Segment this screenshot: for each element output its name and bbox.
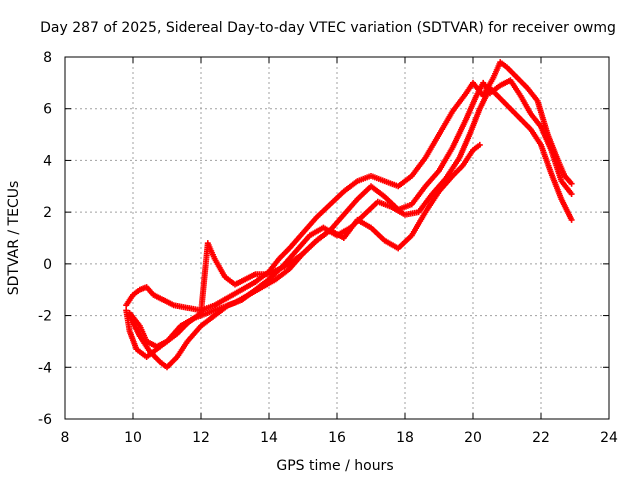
- y-tick-label: 4: [43, 153, 52, 169]
- y-axis-label: SDTVAR / TECUs: [6, 181, 22, 296]
- y-tick-label: 6: [43, 102, 52, 118]
- y-tick-label: -2: [38, 309, 52, 325]
- y-tick-label: -4: [38, 360, 52, 376]
- x-tick-label: 12: [192, 430, 210, 446]
- data-series: [123, 59, 575, 371]
- x-tick-label: 24: [600, 430, 618, 446]
- x-tick-label: 16: [328, 430, 346, 446]
- series-1: [123, 59, 575, 314]
- y-tick-label: 2: [43, 205, 52, 221]
- x-tick-label: 20: [464, 430, 482, 446]
- series-2: [123, 77, 575, 360]
- data-point: [476, 141, 483, 148]
- y-tick-label: 0: [43, 257, 52, 273]
- x-tick-label: 18: [396, 430, 414, 446]
- data-point: [568, 191, 575, 198]
- y-tick-label: -6: [38, 412, 52, 428]
- x-tick-label: 14: [260, 430, 278, 446]
- x-tick-label: 10: [124, 430, 142, 446]
- series-4: [126, 141, 483, 350]
- x-axis-label: GPS time / hours: [276, 458, 393, 474]
- y-tick-label: 8: [43, 50, 52, 66]
- data-point: [568, 180, 575, 187]
- x-tick-label: 8: [61, 430, 70, 446]
- grid-lines: [65, 57, 609, 419]
- chart-title: Day 287 of 2025, Sidereal Day-to-day VTE…: [40, 20, 616, 36]
- data-point: [568, 216, 575, 223]
- x-tick-label: 22: [532, 430, 550, 446]
